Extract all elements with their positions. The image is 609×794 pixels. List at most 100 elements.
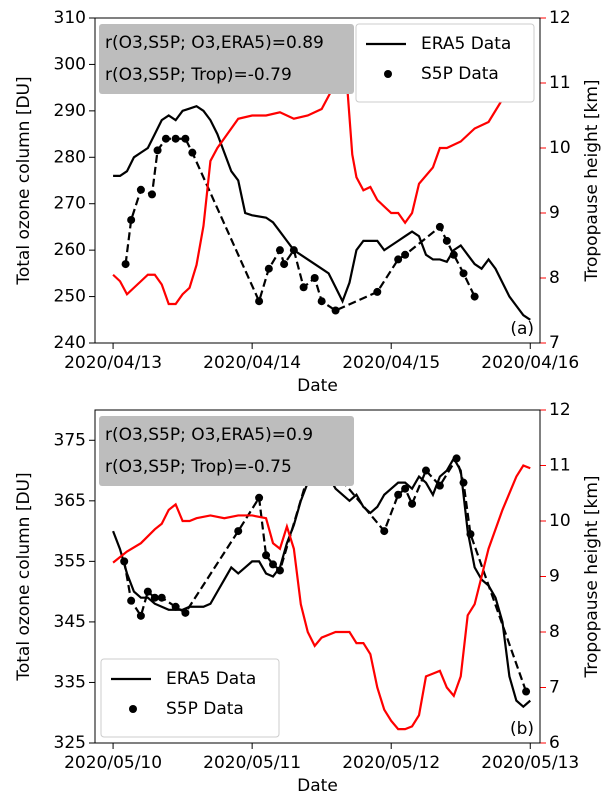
legend-label: S5P Data [166,699,244,719]
legend-label: ERA5 Data [421,34,511,54]
data-point [255,297,264,306]
legend-label: S5P Data [421,64,499,84]
y2-tick-label: 7 [549,333,560,353]
data-point [280,260,289,269]
legend-marker [129,705,137,713]
y-axis-label: Total ozone column [DU] [14,76,34,285]
data-point [181,608,190,617]
data-point [459,478,468,487]
data-point [234,527,243,536]
y2-tick-label: 11 [549,73,571,93]
data-point [421,466,430,475]
plot-area [112,67,531,321]
data-point [380,527,389,536]
data-point [394,490,403,499]
legend-label: ERA5 Data [166,669,256,689]
y-axis-label: Total ozone column [DU] [14,472,34,681]
x-tick-label: 2020/05/10 [64,753,162,773]
data-point [289,246,298,255]
data-point [153,146,162,155]
y2-axis-label: Tropopause height [km] [582,79,602,282]
data-point [143,587,152,596]
data-point [435,222,444,231]
y2-tick-label: 10 [549,138,571,158]
y2-tick-label: 11 [549,456,571,476]
y2-tick-label: 9 [549,203,560,223]
data-point [522,687,531,696]
y-tick-label: 290 [54,101,86,121]
y-tick-label: 300 [54,54,86,74]
data-point [452,454,461,463]
data-point [449,250,458,259]
x-tick-label: 2020/05/12 [342,753,440,773]
y-tick-label: 270 [54,194,86,214]
y-tick-label: 310 [54,8,86,28]
data-point [136,611,145,620]
data-point [255,493,264,502]
data-point [161,134,170,143]
y-tick-label: 335 [54,672,86,692]
annotation: r(O3,S5P; O3,ERA5)=0.89 [105,33,324,53]
data-point [171,602,180,611]
x-tick-label: 2020/04/16 [481,353,579,373]
y2-tick-label: 10 [549,511,571,531]
y-tick-label: 240 [54,333,86,353]
y2-axis-label: Tropopause height [km] [582,475,602,678]
data-point [470,292,479,301]
data-point [466,530,475,539]
y2-tick-label: 8 [549,268,560,288]
data-point [264,264,273,273]
legend-marker [384,70,392,78]
data-point [120,557,129,566]
data-point [459,269,468,278]
y-tick-label: 375 [54,430,86,450]
panel-label: (a) [510,319,534,339]
x-tick-label: 2020/04/13 [64,353,162,373]
annotation: r(O3,S5P; O3,ERA5)=0.9 [105,425,313,445]
annotation: r(O3,S5P; Trop)=-0.75 [105,457,292,477]
data-point [317,297,326,306]
y2-tick-label: 7 [549,678,560,698]
y2-tick-label: 9 [549,567,560,587]
data-point [148,190,157,199]
series-line [112,67,531,306]
data-point [188,148,197,157]
y-tick-label: 280 [54,147,86,167]
data-point [331,306,340,315]
y-tick-label: 355 [54,551,86,571]
y2-tick-label: 8 [549,622,560,642]
data-point [262,551,271,560]
data-point [171,134,180,143]
y-tick-label: 260 [54,240,86,260]
data-point [127,596,136,605]
y-tick-label: 345 [54,612,86,632]
data-point [408,499,417,508]
data-point [401,484,410,493]
data-point [373,287,382,296]
data-point [401,250,410,259]
x-tick-label: 2020/04/14 [203,353,301,373]
x-tick-label: 2020/05/11 [203,753,301,773]
x-axis-label: Date [297,776,338,794]
data-point [181,134,190,143]
data-point [275,566,284,575]
data-point [394,255,403,264]
x-tick-label: 2020/04/15 [342,353,440,373]
series-line [112,464,531,731]
data-point [150,593,159,602]
data-point [136,185,145,194]
data-point [269,560,277,569]
data-point [299,283,308,292]
y2-tick-label: 12 [549,400,571,420]
annotation: r(O3,S5P; Trop)=-0.79 [105,65,292,85]
series-line [113,104,531,321]
y-tick-label: 250 [54,287,86,307]
annotation-box [99,24,354,94]
series-line [124,137,476,312]
y2-tick-label: 6 [549,733,560,753]
axes-frame [94,409,541,744]
data-point [442,236,451,245]
data-point [275,246,284,255]
axes-frame [94,17,541,344]
